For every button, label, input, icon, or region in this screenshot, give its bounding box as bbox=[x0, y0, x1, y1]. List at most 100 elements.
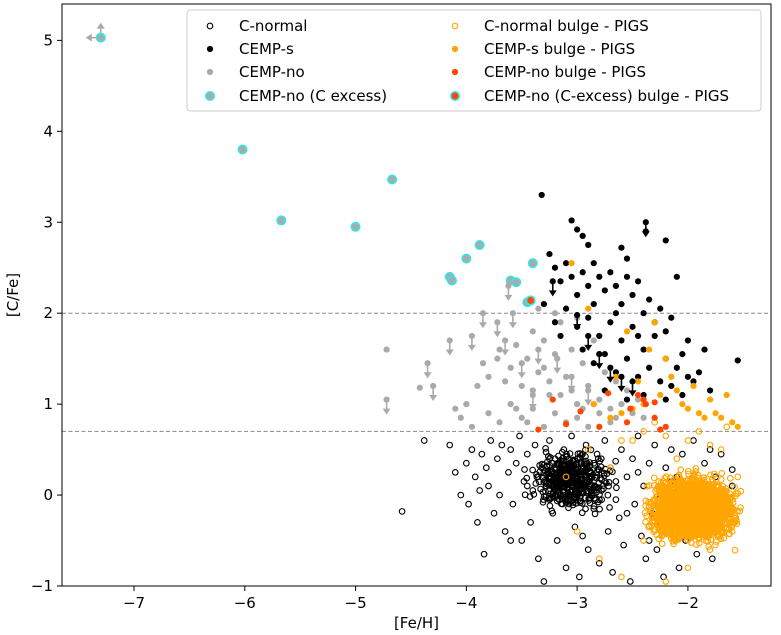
data-point bbox=[704, 510, 712, 518]
limit-point bbox=[494, 319, 501, 326]
limit-point bbox=[479, 310, 487, 317]
data-point bbox=[629, 455, 636, 463]
data-point bbox=[612, 282, 620, 290]
data-point bbox=[640, 310, 647, 317]
data-point bbox=[629, 291, 636, 299]
legend-label: CEMP-no (C excess) bbox=[239, 87, 387, 105]
data-point bbox=[568, 217, 575, 224]
data-point bbox=[568, 260, 575, 267]
data-point bbox=[640, 428, 647, 435]
data-point bbox=[701, 414, 708, 421]
data-point bbox=[623, 255, 631, 262]
data-point bbox=[596, 423, 603, 430]
data-point bbox=[692, 486, 700, 493]
data-point bbox=[623, 509, 631, 517]
data-point bbox=[655, 505, 663, 513]
data-point bbox=[468, 423, 475, 430]
data-point bbox=[675, 483, 682, 491]
y-tick-label: 0 bbox=[43, 486, 53, 504]
data-point bbox=[662, 396, 669, 403]
data-point bbox=[612, 369, 620, 376]
data-point bbox=[643, 482, 651, 490]
data-point bbox=[722, 485, 730, 493]
data-point bbox=[662, 237, 669, 244]
data-point bbox=[574, 414, 581, 421]
limit-arrow-head bbox=[501, 349, 510, 356]
series-c-normal bbox=[398, 432, 736, 585]
data-point bbox=[588, 489, 596, 496]
data-point bbox=[590, 459, 598, 467]
data-point bbox=[590, 505, 598, 513]
data-point bbox=[524, 355, 531, 362]
data-point bbox=[509, 500, 517, 508]
data-point bbox=[723, 423, 731, 431]
limit-point bbox=[424, 360, 431, 367]
data-point bbox=[684, 405, 692, 412]
limit-arrow-head bbox=[617, 385, 626, 392]
data-point bbox=[694, 471, 702, 479]
data-point bbox=[695, 369, 703, 376]
data-point bbox=[657, 483, 664, 491]
data-point bbox=[623, 273, 631, 280]
limit-point bbox=[585, 387, 592, 394]
data-point bbox=[634, 396, 642, 403]
data-point bbox=[612, 378, 620, 385]
data-point bbox=[618, 337, 625, 344]
data-point bbox=[646, 346, 653, 353]
data-layer bbox=[85, 22, 745, 585]
data-point bbox=[692, 490, 700, 498]
data-point bbox=[662, 473, 670, 480]
data-point bbox=[642, 497, 650, 505]
data-point bbox=[716, 488, 724, 496]
data-point bbox=[662, 423, 669, 430]
data-point bbox=[552, 480, 560, 488]
data-point bbox=[731, 546, 739, 554]
x-axis-label: [Fe/H] bbox=[394, 614, 439, 632]
data-point bbox=[562, 421, 570, 428]
data-point bbox=[736, 507, 744, 515]
data-point bbox=[572, 489, 580, 497]
data-point bbox=[567, 461, 574, 469]
data-point bbox=[474, 518, 481, 526]
limit-point bbox=[585, 332, 592, 340]
data-point bbox=[694, 512, 702, 520]
data-point bbox=[734, 357, 741, 364]
data-point bbox=[640, 391, 647, 399]
data-point bbox=[684, 373, 692, 380]
data-point bbox=[485, 410, 492, 417]
data-point bbox=[734, 423, 741, 430]
limit-arrows bbox=[85, 22, 650, 415]
data-point bbox=[601, 351, 608, 358]
data-point bbox=[677, 503, 685, 511]
data-point bbox=[557, 491, 564, 499]
legend-marker bbox=[206, 45, 214, 53]
limit-arrow-head bbox=[584, 344, 593, 351]
data-point bbox=[727, 518, 735, 526]
data-point bbox=[529, 328, 536, 335]
data-point bbox=[535, 473, 542, 481]
data-point bbox=[727, 502, 735, 510]
data-point bbox=[587, 468, 594, 476]
data-point bbox=[649, 501, 657, 509]
x-tick-label: −3 bbox=[566, 594, 588, 612]
data-point bbox=[655, 535, 662, 543]
data-point bbox=[496, 419, 503, 426]
data-point bbox=[679, 496, 687, 504]
data-point bbox=[596, 410, 603, 417]
data-point bbox=[526, 493, 534, 500]
limit-point bbox=[607, 364, 614, 371]
limit-point bbox=[642, 219, 649, 226]
data-point bbox=[693, 550, 701, 558]
series-cemp-no-c-excess-bulge-pigs bbox=[525, 295, 536, 306]
data-point bbox=[629, 323, 636, 330]
series-c-normal-bulge-pigs bbox=[562, 418, 745, 585]
legend-marker bbox=[451, 45, 459, 53]
data-point bbox=[579, 269, 586, 276]
data-point bbox=[487, 437, 495, 444]
data-point bbox=[585, 305, 592, 312]
data-point bbox=[662, 328, 669, 335]
data-point bbox=[695, 501, 703, 509]
data-point bbox=[579, 482, 587, 490]
data-point bbox=[623, 419, 631, 426]
